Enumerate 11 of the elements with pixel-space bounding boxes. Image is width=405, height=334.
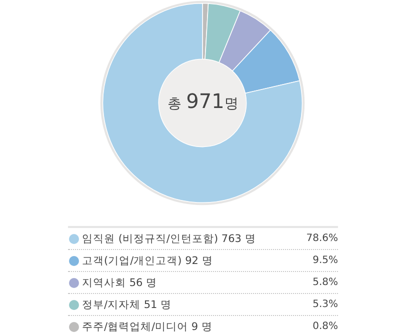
text: 5.8% — [312, 277, 338, 288]
text: 78.6% — [306, 233, 338, 244]
legend-label: 지역사회 56 명 — [82, 276, 158, 290]
legend-label: 정부/지자체 51 명 — [82, 298, 173, 312]
text: 9.5% — [312, 255, 338, 266]
text: 5.3% — [312, 299, 338, 310]
legend-label: 주주/협력업체/미디어 9 명 — [82, 320, 214, 334]
legend-label: 임직원 (비정규직/인턴포함) 763 명 — [82, 232, 257, 246]
text: 0.8% — [312, 321, 338, 332]
text: 총 971명 — [168, 89, 238, 113]
legend-label: 고객(기업/개인고객) 92 명 — [82, 254, 214, 268]
